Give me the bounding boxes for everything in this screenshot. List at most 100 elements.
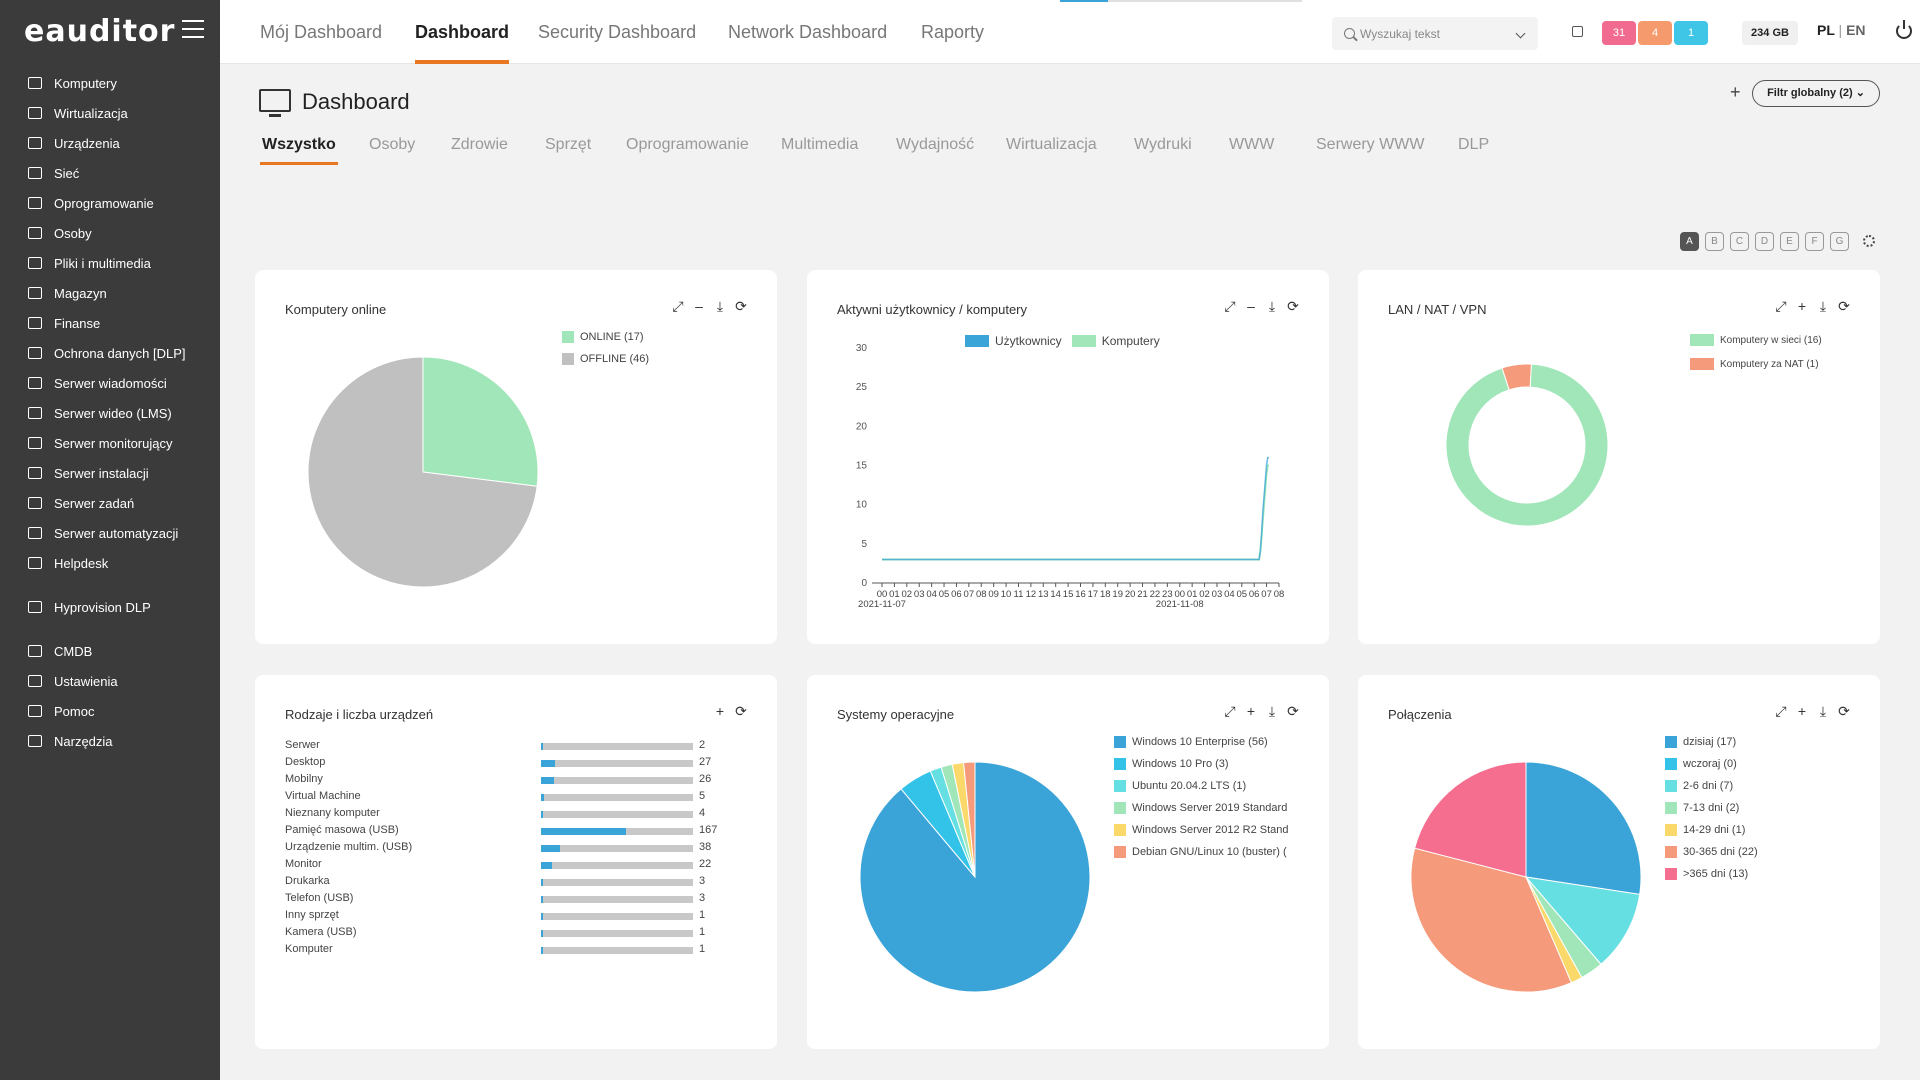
download-icon[interactable]: ⤓ xyxy=(1819,298,1827,314)
bar[interactable] xyxy=(541,930,543,937)
bar[interactable] xyxy=(541,896,543,903)
tab[interactable]: Zdrowie xyxy=(451,136,508,153)
layout-button[interactable]: C xyxy=(1730,232,1749,251)
legend-item[interactable]: Windows Server 2019 Standard xyxy=(1114,797,1289,819)
legend-item[interactable]: Komputery xyxy=(1071,330,1160,352)
sidebar-item[interactable]: Urządzenia xyxy=(0,128,220,158)
bar[interactable] xyxy=(541,913,543,920)
layout-button[interactable]: E xyxy=(1780,232,1799,251)
gear-icon[interactable] xyxy=(1863,235,1875,247)
sidebar-item[interactable]: Pliki i multimedia xyxy=(0,248,220,278)
bar-row[interactable]: Virtual Machine 5 xyxy=(285,788,725,805)
pie-slice[interactable] xyxy=(1524,876,1641,965)
sidebar-item[interactable]: Serwer instalacji xyxy=(0,458,220,488)
refresh-icon[interactable]: ⟳ xyxy=(735,298,747,314)
refresh-icon[interactable]: ⟳ xyxy=(1838,703,1850,719)
sidebar-item[interactable]: Finanse xyxy=(0,308,220,338)
expand-icon[interactable]: ⤢ xyxy=(1775,703,1787,719)
bar[interactable] xyxy=(541,760,555,767)
legend-item[interactable]: dzisiaj (17) xyxy=(1665,731,1758,753)
bar-row[interactable]: Inny sprzęt 1 xyxy=(285,907,725,924)
bar-row[interactable]: Pamięć masowa (USB) 167 xyxy=(285,822,725,839)
tab[interactable]: Wydajność xyxy=(896,136,975,153)
legend-item[interactable]: Windows Server 2012 R2 Stand xyxy=(1114,819,1289,841)
tab[interactable]: DLP xyxy=(1458,136,1490,153)
bar[interactable] xyxy=(541,947,543,954)
bar[interactable] xyxy=(541,811,544,818)
lang-pl[interactable]: PL xyxy=(1817,22,1835,38)
legend-item[interactable]: 30-365 dni (22) xyxy=(1665,841,1758,863)
add-icon[interactable]: + xyxy=(1797,298,1807,314)
pie-slice[interactable] xyxy=(422,356,539,487)
legend-item[interactable]: 2-6 dni (7) xyxy=(1665,775,1758,797)
layout-button[interactable]: D xyxy=(1755,232,1774,251)
download-icon[interactable]: ⤓ xyxy=(1268,703,1276,719)
layout-button[interactable]: G xyxy=(1830,232,1849,251)
bar-row[interactable]: Desktop 27 xyxy=(285,754,725,771)
legend-item[interactable]: Komputery w sieci (16) xyxy=(1690,328,1822,352)
bar[interactable] xyxy=(541,879,543,886)
minimize-icon[interactable]: – xyxy=(1247,298,1255,314)
bar-row[interactable]: Drukarka 3 xyxy=(285,873,725,890)
pie-slice[interactable] xyxy=(1410,847,1573,993)
tab[interactable]: Wydruki xyxy=(1134,136,1192,153)
sidebar-item[interactable]: Serwer wideo (LMS) xyxy=(0,398,220,428)
tab[interactable]: Serwery WWW xyxy=(1316,136,1425,153)
tab[interactable]: Wirtualizacja xyxy=(1006,136,1097,153)
pie-slice[interactable] xyxy=(307,356,538,588)
sidebar-item[interactable]: Osoby xyxy=(0,218,220,248)
sidebar-item[interactable]: Helpdesk xyxy=(0,548,220,578)
bar-row[interactable]: Mobilny 26 xyxy=(285,771,725,788)
legend-item[interactable]: ONLINE (17) xyxy=(562,326,649,348)
legend-item[interactable]: OFFLINE (46) xyxy=(562,348,649,370)
bar-row[interactable]: Telefon (USB) 3 xyxy=(285,890,725,907)
bar-row[interactable]: Komputer 1 xyxy=(285,941,725,958)
logout-power-icon[interactable] xyxy=(1896,20,1912,39)
legend-item[interactable]: >365 dni (13) xyxy=(1665,863,1758,885)
bar-row[interactable]: Serwer 2 xyxy=(285,737,725,754)
legend-item[interactable]: wczoraj (0) xyxy=(1665,753,1758,775)
sidebar-item[interactable]: Serwer zadań xyxy=(0,488,220,518)
add-widget-button[interactable]: + xyxy=(1730,82,1741,102)
pie-slice[interactable] xyxy=(1414,761,1527,878)
sidebar-item[interactable]: Sieć xyxy=(0,158,220,188)
bar[interactable] xyxy=(541,777,555,784)
tab[interactable]: Osoby xyxy=(369,136,416,153)
download-icon[interactable]: ⤓ xyxy=(716,298,724,314)
tab[interactable]: Oprogramowanie xyxy=(626,136,749,153)
bar-row[interactable]: Urządzenie multim. (USB) 38 xyxy=(285,839,725,856)
sidebar-item[interactable]: Komputery xyxy=(0,68,220,98)
legend-item[interactable]: Windows 10 Enterprise (56) xyxy=(1114,731,1289,753)
tab[interactable]: Multimedia xyxy=(781,136,859,153)
legend-item[interactable]: Debian GNU/Linux 10 (buster) ( xyxy=(1114,841,1289,863)
series-line[interactable] xyxy=(882,456,1269,561)
nav-network-dashboard[interactable]: Network Dashboard xyxy=(728,22,888,42)
pie-slice[interactable] xyxy=(1525,761,1642,895)
sidebar-item[interactable]: Oprogramowanie xyxy=(0,188,220,218)
expand-icon[interactable]: ⤢ xyxy=(672,298,684,314)
sidebar-item[interactable]: Narzędzia xyxy=(0,726,220,756)
bar-row[interactable]: Monitor 22 xyxy=(285,856,725,873)
nav-raporty[interactable]: Raporty xyxy=(921,22,985,42)
search-input[interactable]: Wyszukaj tekst xyxy=(1332,17,1538,50)
refresh-icon[interactable]: ⟳ xyxy=(1838,298,1850,314)
sidebar-item[interactable]: Magazyn xyxy=(0,278,220,308)
sidebar-item[interactable]: Serwer wiadomości xyxy=(0,368,220,398)
sidebar-item[interactable]: Hyprovision DLP xyxy=(0,592,220,622)
sidebar-item[interactable]: Wirtualizacja xyxy=(0,98,220,128)
expand-icon[interactable]: ⤢ xyxy=(1224,298,1236,314)
minimize-icon[interactable]: – xyxy=(695,298,703,314)
expand-icon[interactable]: ⤢ xyxy=(1224,703,1236,719)
layout-button[interactable]: F xyxy=(1805,232,1824,251)
legend-item[interactable]: Użytkownicy xyxy=(965,330,1062,352)
alert-badge-info[interactable]: 1 xyxy=(1674,21,1708,45)
layout-button[interactable]: B xyxy=(1705,232,1724,251)
chevron-down-icon[interactable] xyxy=(1515,28,1526,39)
alert-badge-warning[interactable]: 4 xyxy=(1638,21,1672,45)
legend-item[interactable]: 7-13 dni (2) xyxy=(1665,797,1758,819)
lang-en[interactable]: EN xyxy=(1846,22,1866,38)
refresh-icon[interactable]: ⟳ xyxy=(1287,703,1299,719)
download-icon[interactable]: ⤓ xyxy=(1819,703,1827,719)
pie-slice[interactable] xyxy=(963,761,976,878)
tab[interactable]: Sprzęt xyxy=(545,136,592,153)
